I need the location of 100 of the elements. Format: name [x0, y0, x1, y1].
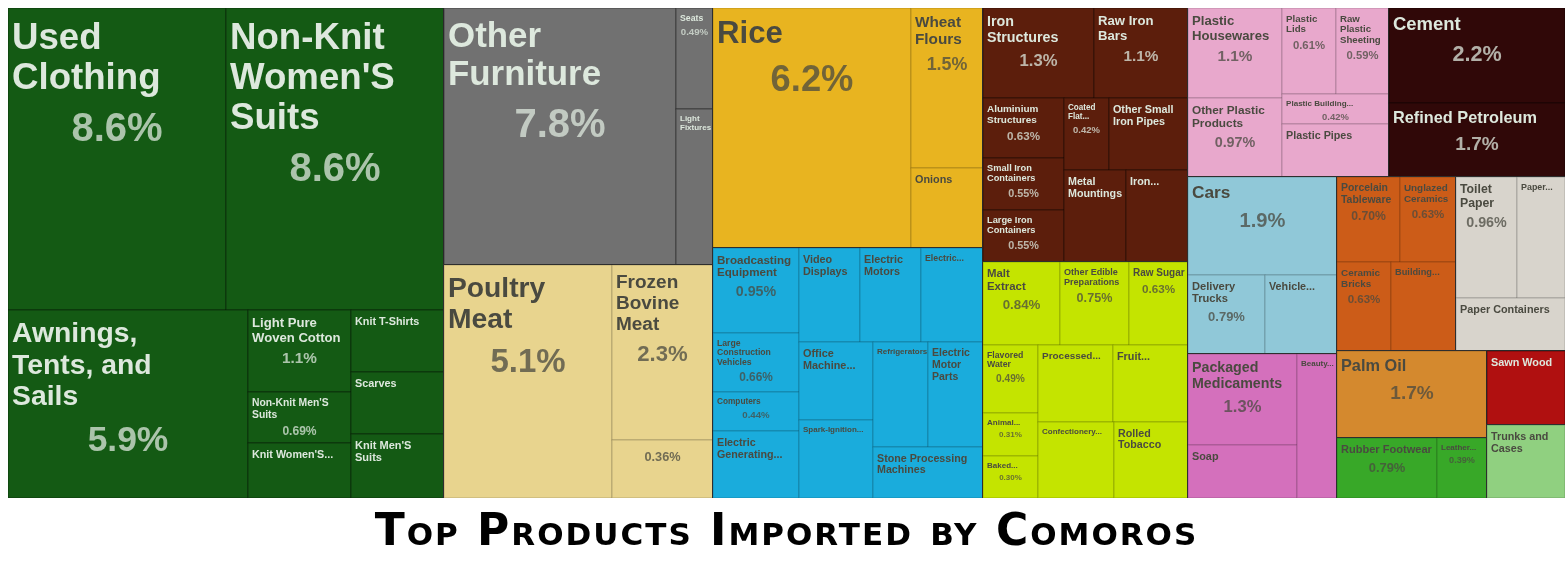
category-label: Other Furniture: [448, 14, 602, 93]
data-label: 1.1%: [1123, 47, 1159, 65]
category-label: Palm Oil: [1341, 356, 1407, 375]
data-label: 0.42%: [1073, 123, 1101, 135]
category-label: Awnings, Tents, and Sails: [12, 316, 152, 411]
category-label: Processed...: [1042, 349, 1101, 361]
data-label: 0.49%: [996, 372, 1025, 384]
category-label: Refrigerators: [877, 347, 928, 356]
category-label: Knit T-Shirts: [355, 314, 420, 327]
data-label: 0.63%: [1411, 208, 1445, 221]
category-label: Cars: [1192, 182, 1231, 203]
category-label: Metal Mountings: [1068, 174, 1123, 199]
category-label: Plastic Housewares: [1192, 13, 1270, 43]
category-label: Soap: [1192, 449, 1219, 462]
category-label: Other Plastic Products: [1192, 102, 1266, 130]
category-label: Delivery Trucks: [1192, 280, 1237, 305]
category-label: Unglazed Ceramics: [1404, 181, 1449, 204]
data-label: 0.66%: [739, 369, 774, 384]
category-label: Raw Plastic Sheeting: [1340, 12, 1381, 45]
category-label: Office Machine...: [803, 346, 856, 371]
data-label: 5.1%: [490, 342, 566, 380]
category-label: Paper...: [1521, 181, 1553, 192]
category-label: Electric Motor Parts: [932, 347, 971, 382]
category-label: Beauty...: [1301, 359, 1334, 368]
category-label: Non-Knit Women'S Suits: [230, 15, 395, 138]
category-label: Raw Iron Bars: [1098, 13, 1154, 43]
category-label: Light Fixtures: [680, 114, 712, 132]
data-label: 5.9%: [87, 418, 169, 459]
data-label: 1.5%: [926, 53, 968, 74]
category-label: Large Construction Vehicles: [717, 337, 771, 367]
data-label: 0.70%: [1351, 209, 1386, 224]
category-label: Large Iron Containers: [987, 215, 1036, 236]
category-label: Leather...: [1441, 443, 1477, 452]
category-label: Rolled Tobacco: [1118, 426, 1162, 451]
category-label: Plastic Pipes: [1286, 128, 1353, 141]
data-label: 0.36%: [644, 449, 681, 465]
category-label: Refined Petroleum: [1393, 108, 1537, 127]
category-label: Onions: [915, 172, 953, 185]
category-label: Other Edible Preparations: [1064, 267, 1120, 288]
data-label: 0.42%: [1322, 110, 1350, 122]
category-label: Broadcasting Equipment: [717, 252, 792, 279]
data-label: 2.2%: [1452, 41, 1502, 67]
data-label: 8.6%: [71, 104, 163, 149]
category-label: Non-Knit Men'S Suits: [252, 397, 329, 420]
category-label: Rice: [717, 15, 783, 51]
data-label: 1.9%: [1239, 209, 1286, 232]
data-label: 0.55%: [1008, 186, 1040, 199]
data-label: 1.7%: [1455, 133, 1499, 155]
category-label: Electric Motors: [864, 252, 904, 277]
data-label: 0.79%: [1208, 308, 1246, 324]
data-label: 1.3%: [1223, 396, 1262, 416]
category-label: Knit Women'S...: [252, 447, 334, 460]
category-label: Sawn Wood: [1491, 355, 1553, 368]
category-label: Seats: [680, 12, 704, 23]
category-label: Paper Containers: [1460, 302, 1550, 315]
data-label: 0.49%: [680, 25, 709, 37]
category-label: Plastic Building...: [1286, 99, 1354, 109]
category-label: Porcelain Tableware: [1341, 182, 1392, 205]
category-label: Raw Sugar: [1133, 267, 1185, 278]
data-label: 0.61%: [1292, 38, 1326, 51]
category-label: Fruit...: [1117, 349, 1151, 362]
category-label: Packaged Medicaments: [1192, 359, 1283, 391]
data-label: 0.97%: [1214, 134, 1256, 151]
category-label: Electric...: [925, 252, 964, 263]
category-label: Building...: [1395, 267, 1440, 278]
category-label: Aluminium Structures: [987, 102, 1039, 125]
data-label: 7.8%: [514, 100, 606, 145]
category-label: Small Iron Containers: [987, 163, 1036, 184]
category-label: Other Small Iron Pipes: [1113, 102, 1174, 127]
data-label: 0.95%: [735, 283, 777, 300]
category-label: Vehicle...: [1269, 279, 1316, 292]
data-label: 0.63%: [1141, 281, 1176, 295]
category-label: Confectionery...: [1042, 427, 1102, 436]
data-label: 0.96%: [1466, 214, 1508, 231]
category-label: Wheat Flours: [915, 13, 962, 48]
category-label: Trunks and Cases: [1491, 429, 1549, 454]
data-label: 0.63%: [1007, 128, 1041, 142]
data-label: 0.59%: [1346, 48, 1379, 61]
data-label: 0.44%: [742, 409, 771, 421]
category-label: Coated Flat...: [1068, 103, 1096, 122]
data-label: 8.6%: [289, 144, 381, 189]
category-label: Used Clothing: [12, 15, 161, 97]
category-label: Poultry Meat: [448, 271, 546, 335]
category-label: Knit Men'S Suits: [355, 439, 412, 464]
data-label: 0.30%: [999, 473, 1022, 483]
text: Top Products Imported by Comoros: [373, 504, 1200, 555]
data-label: 0.75%: [1076, 291, 1113, 306]
data-label: 0.31%: [999, 430, 1022, 440]
data-label: 1.1%: [1217, 47, 1253, 65]
data-label: 0.69%: [282, 424, 317, 438]
category-label: Light Pure Woven Cotton: [252, 315, 341, 345]
category-label: Cement: [1393, 13, 1461, 35]
category-label: Baked...: [987, 461, 1018, 470]
category-label: Video Displays: [803, 252, 848, 277]
data-label: 0.39%: [1449, 455, 1475, 466]
data-label: 0.63%: [1347, 293, 1381, 306]
category-label: Rubber Footwear: [1341, 443, 1433, 456]
data-label: 1.3%: [1019, 50, 1058, 70]
category-label: Iron Structures: [987, 13, 1059, 45]
category-label: Frozen Bovine Meat: [616, 270, 680, 334]
